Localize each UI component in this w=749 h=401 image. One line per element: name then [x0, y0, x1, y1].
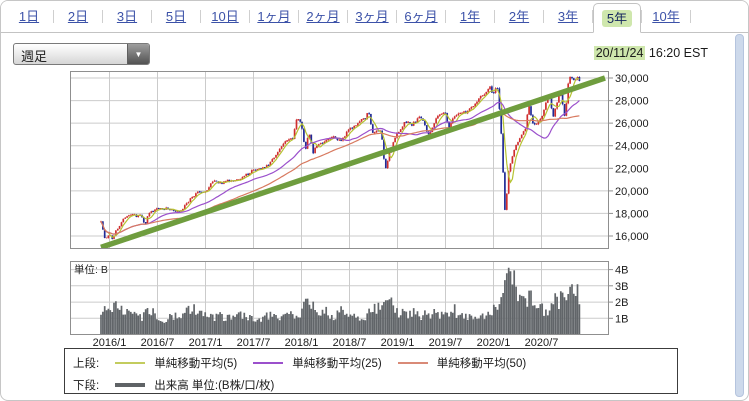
price-axis-label: 26,000 [615, 118, 649, 130]
gridlines [70, 71, 609, 335]
tab-divider [690, 10, 691, 23]
time-label: 16:20 EST [648, 46, 708, 60]
price-axis-label: 24,000 [615, 141, 649, 153]
price-axis-label: 28,000 [615, 96, 649, 108]
period-tab[interactable]: 1年 [446, 2, 494, 32]
period-tab-label[interactable]: 5日 [165, 8, 187, 24]
period-tab-label[interactable]: 3日 [116, 8, 138, 24]
interval-select-value: 週足 [21, 49, 48, 64]
sma-line [100, 77, 580, 238]
tab-divider [543, 10, 544, 23]
price-axis-label: 30,000 [615, 73, 649, 85]
axis-ticks [608, 77, 613, 319]
period-tab-bar: 1日 2日 3日 5日 10日 1ヶ月 2ヶ月 3ヶ月 6ヶ月 1年 2年 3年 5年 10年 [1, 1, 748, 33]
sma-line-sample [397, 362, 428, 364]
period-tab[interactable]: 5年 [593, 3, 641, 33]
period-tab[interactable]: 10年 [642, 2, 690, 32]
volume-axis-label: 2B [615, 297, 628, 309]
tab-divider [298, 10, 299, 23]
period-tab[interactable]: 2日 [54, 2, 102, 32]
period-tab[interactable]: 3年 [544, 2, 592, 32]
legend-upper-row: 上段: 単純移動平均(5) 単純移動平均(25) 単純移動平均(50) [73, 355, 526, 371]
period-tab[interactable]: 3ヶ月 [348, 2, 396, 32]
period-tab[interactable]: 1ヶ月 [250, 2, 298, 32]
volume-axis-label: 1B [615, 313, 628, 325]
tab-divider [396, 10, 397, 23]
period-tab-label[interactable]: 3年 [557, 8, 579, 24]
volume-panel-border [70, 261, 609, 335]
volume-axis-label: 4B [615, 265, 628, 277]
sma-line-sample [115, 362, 146, 364]
date-badge: 20/11/24 [593, 46, 646, 60]
price-axis-label: 20,000 [615, 186, 649, 198]
period-tab[interactable]: 5日 [152, 2, 200, 32]
period-tab-label[interactable]: 3ヶ月 [355, 8, 389, 24]
period-tab[interactable]: 10日 [201, 2, 249, 32]
legend-lower-row: 下段: 出来高 単位:(B株/口/枚) [73, 377, 274, 393]
legend-upper-label: 上段: [73, 358, 100, 370]
interval-select[interactable]: 週足 ▼ [13, 43, 150, 65]
axis-labels: 30,000 28,000 26,000 24,000 22,000 20,000 18,0… [93, 73, 649, 349]
tab-divider [592, 10, 593, 23]
legend-item-label: 単純移動平均(50) [436, 358, 527, 370]
tab-divider [102, 10, 103, 23]
period-tab-label[interactable]: 10年 [652, 8, 680, 24]
legend-item-label: 出来高 単位:(B株/口/枚) [154, 380, 275, 392]
period-tab-label[interactable]: 10日 [211, 8, 239, 24]
tab-divider [249, 10, 250, 23]
sma-line-sample [253, 362, 284, 364]
volume-unit-label: 単位: B [74, 264, 108, 276]
legend-item-label: 単純移動平均(25) [292, 358, 382, 370]
period-tab-label[interactable]: 2日 [67, 8, 89, 24]
price-axis-label: 22,000 [615, 163, 649, 175]
scrollbar[interactable] [735, 34, 744, 397]
period-tab-label[interactable]: 1日 [18, 8, 40, 24]
tab-divider [445, 10, 446, 23]
candlesticks [100, 75, 606, 249]
period-tab-label[interactable]: 2ヶ月 [306, 8, 340, 24]
tab-divider [347, 10, 348, 23]
period-tab[interactable]: 2ヶ月 [299, 2, 347, 32]
sma-line [100, 111, 580, 235]
period-tab[interactable]: 1日 [5, 2, 53, 32]
chevron-down-icon[interactable]: ▼ [127, 44, 149, 64]
tab-divider [641, 10, 642, 23]
timestamp: 20/11/24 16:20 EST [593, 46, 708, 60]
volume-line-sample [115, 383, 146, 387]
period-tab[interactable]: 2年 [495, 2, 543, 32]
tab-divider [494, 10, 495, 23]
volume-bars [100, 267, 581, 335]
price-panel-border [70, 71, 609, 249]
volume-axis-label: 3B [615, 281, 628, 293]
price-axis-label: 18,000 [615, 208, 649, 220]
price-axis-label: 16,000 [615, 231, 649, 243]
period-tab-label[interactable]: 1ヶ月 [257, 8, 291, 24]
legend-box: 上段: 単純移動平均(5) 単純移動平均(25) 単純移動平均(50) 下段: 出来… [64, 348, 678, 394]
period-tab-label[interactable]: 2年 [508, 8, 530, 24]
sma-line [100, 100, 580, 235]
tab-divider [200, 10, 201, 23]
period-tab-label[interactable]: 5年 [601, 9, 633, 27]
tab-divider [151, 10, 152, 23]
period-tab[interactable]: 3日 [103, 2, 151, 32]
period-tab-label[interactable]: 6ヶ月 [404, 8, 438, 24]
trend-line [100, 75, 606, 249]
period-tab[interactable]: 6ヶ月 [397, 2, 445, 32]
tab-divider [53, 10, 54, 23]
legend-lower-label: 下段: [73, 380, 100, 392]
period-tab-label[interactable]: 1年 [459, 8, 481, 24]
legend-item-label: 単純移動平均(5) [154, 358, 238, 370]
